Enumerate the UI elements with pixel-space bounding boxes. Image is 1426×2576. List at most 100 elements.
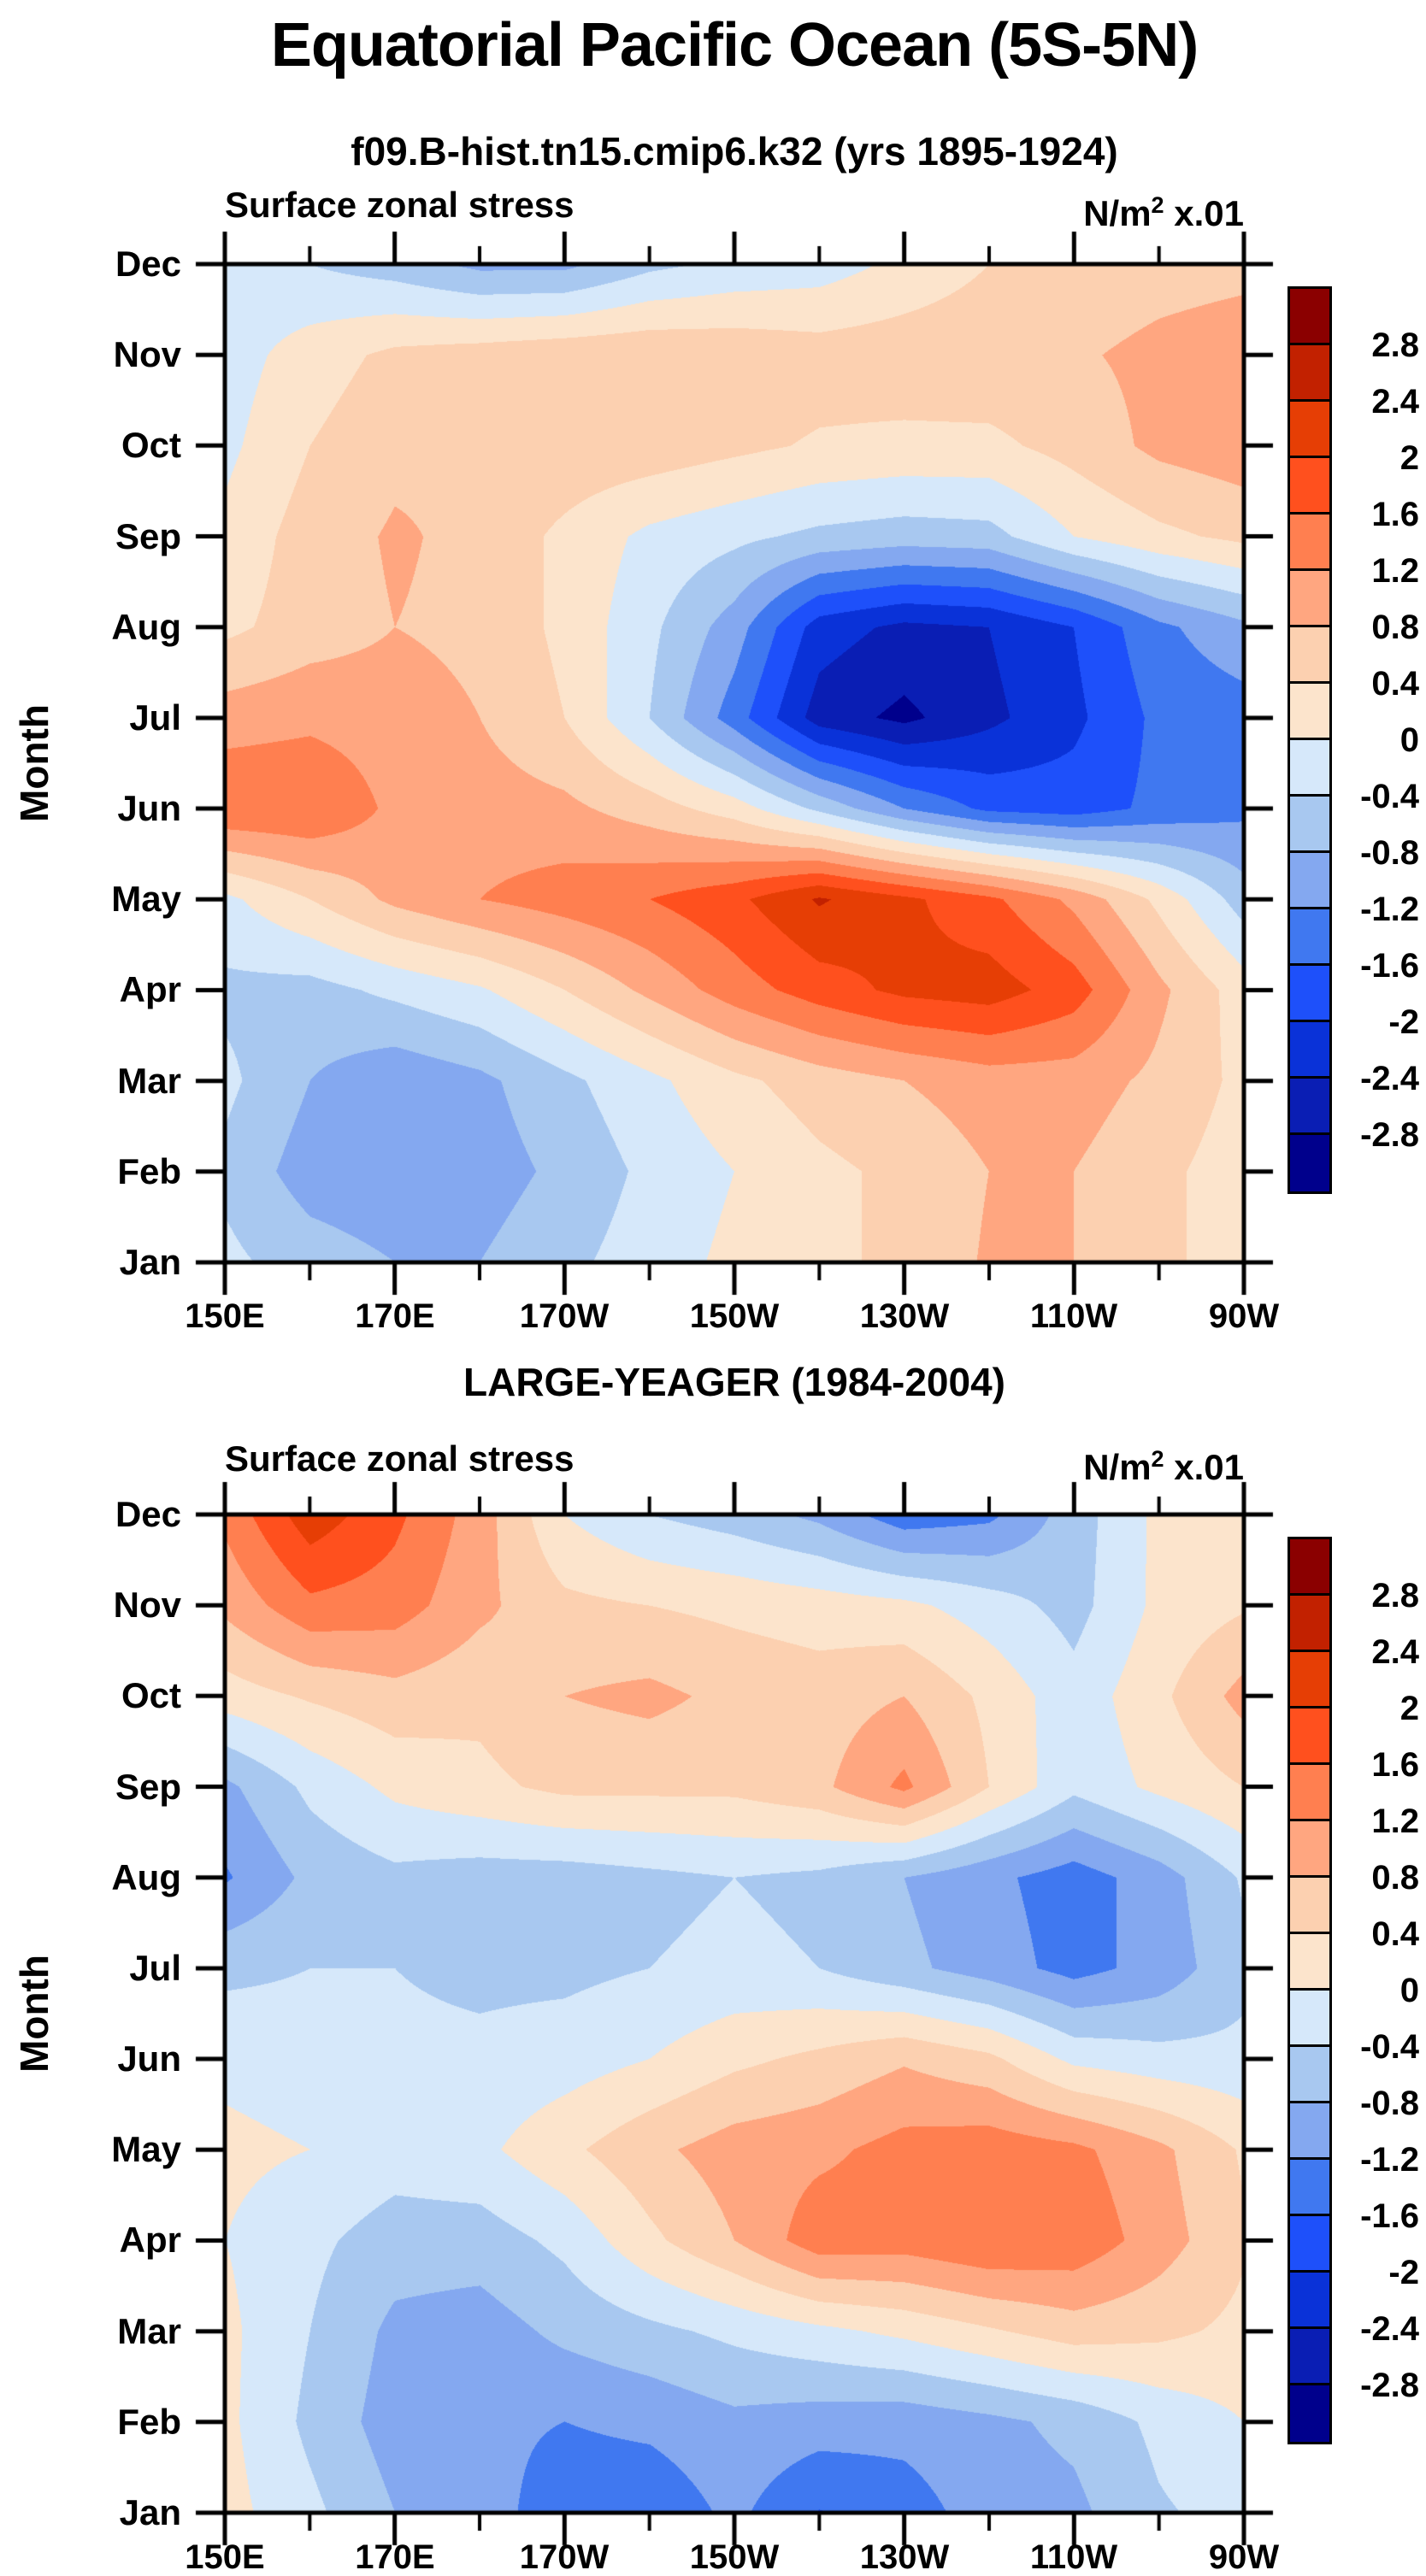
colorbar-tick-label: 0.4 [1371, 1915, 1419, 1953]
colorbar-cell [1290, 1709, 1329, 1765]
colorbar-tick-label: 2.8 [1371, 326, 1419, 364]
colorbar-cell [1290, 345, 1329, 402]
colorbar-tick-label: -2.4 [1360, 2310, 1419, 2348]
colorbar-tick-label: -0.8 [1360, 2085, 1419, 2122]
y-tick-label-feb: Feb [117, 1151, 181, 1191]
units-sup: 2 [1151, 192, 1164, 218]
y-tick-label-jan: Jan [119, 1242, 181, 1282]
colorbar-tick-label: 1.2 [1371, 1803, 1419, 1840]
colorbar-cell [1290, 2329, 1329, 2385]
colorbar-tick-label: 1.2 [1371, 552, 1419, 590]
colorbar-tick-label: -2.8 [1360, 1116, 1419, 1154]
y-tick-label-dec: Dec [115, 244, 181, 284]
colorbar-cell [1290, 1596, 1329, 1652]
colorbar-cell [1290, 1991, 1329, 2047]
colorbar-tick-label: 1.6 [1371, 496, 1419, 533]
colorbar-tick-label: 0.8 [1371, 1859, 1419, 1897]
y-tick-label-aug: Aug [111, 607, 181, 647]
x-tick-label-130w: 130W [859, 1297, 950, 1335]
colorbar-tick-label: -0.8 [1360, 834, 1419, 872]
x-tick-label-110w: 110W [1029, 1297, 1118, 1335]
colorbar-tick-label: -1.6 [1360, 2197, 1419, 2235]
x-tick-label-130w: 130W [859, 2538, 950, 2576]
page-title: Equatorial Pacific Ocean (5S-5N) [270, 11, 1199, 79]
y-tick-label-nov: Nov [113, 1585, 181, 1625]
colorbar-cell [1290, 966, 1329, 1022]
y-tick-label-jan: Jan [119, 2492, 181, 2532]
colorbar-tick-label: -2.8 [1360, 2367, 1419, 2404]
x-tick-label-170e: 170E [355, 1297, 435, 1335]
colorbar-cell [1290, 402, 1329, 458]
colorbar-tick-label: 2 [1399, 1690, 1419, 1727]
x-tick-label-90w: 90W [1208, 2538, 1280, 2576]
colorbar-cell [1290, 289, 1329, 345]
x-tick-label-170w: 170W [519, 1297, 610, 1335]
colorbar-tick-label: -2 [1388, 1003, 1419, 1041]
colorbar-tick-label: 2.4 [1371, 383, 1419, 421]
y-tick-label-jul: Jul [129, 697, 181, 738]
contour-plot-model [174, 213, 1295, 1314]
colorbar-tick-label: 0 [1399, 721, 1419, 759]
x-tick-label-170w: 170W [519, 2538, 610, 2576]
colorbar-tick-label: 0.8 [1371, 609, 1419, 646]
y-tick-label-sep: Sep [115, 1767, 181, 1807]
colorbar-cell [1290, 2273, 1329, 2329]
colorbar-tick-label: 2.8 [1371, 1577, 1419, 1614]
x-tick-label-150w: 150W [689, 1297, 780, 1335]
colorbar-tick-label: 0.4 [1371, 665, 1419, 703]
y-tick-label-sep: Sep [115, 516, 181, 556]
colorbar-tick-label: -2 [1388, 2254, 1419, 2291]
colorbar-tick-label: 1.6 [1371, 1746, 1419, 1784]
y-tick-label-aug: Aug [111, 1857, 181, 1897]
x-tick-label-170e: 170E [355, 2538, 435, 2576]
colorbar-tick-label: -1.2 [1360, 891, 1419, 928]
panel1-colorbar [1288, 286, 1332, 1194]
y-tick-label-may: May [111, 2129, 181, 2169]
y-tick-label-jul: Jul [129, 1948, 181, 1988]
y-tick-label-jun: Jun [117, 2038, 181, 2079]
colorbar-cell [1290, 458, 1329, 515]
colorbar-tick-label: 2 [1399, 439, 1419, 477]
colorbar-cell [1290, 684, 1329, 740]
colorbar-cell [1290, 1022, 1329, 1079]
y-tick-label-mar: Mar [117, 1061, 181, 1101]
panel2-subtitle: LARGE-YEAGER (1984-2004) [463, 1360, 1005, 1404]
y-tick-label-nov: Nov [113, 334, 181, 374]
colorbar-tick-label: 0 [1399, 1972, 1419, 2009]
y-tick-label-dec: Dec [115, 1494, 181, 1534]
panel2-colorbar [1288, 1537, 1332, 2444]
y-tick-label-apr: Apr [119, 2220, 181, 2260]
colorbar-tick-label: -0.4 [1360, 2028, 1419, 2066]
colorbar-cell [1290, 627, 1329, 684]
colorbar-cell [1290, 571, 1329, 627]
colorbar-cell [1290, 909, 1329, 966]
colorbar-cell [1290, 853, 1329, 909]
colorbar-cell [1290, 1878, 1329, 1934]
colorbar-cell [1290, 2216, 1329, 2273]
x-tick-label-150w: 150W [689, 2538, 780, 2576]
y-tick-label-mar: Mar [117, 2311, 181, 2351]
colorbar-cell [1290, 1821, 1329, 1878]
y-tick-label-may: May [111, 879, 181, 919]
y-tick-label-jun: Jun [117, 788, 181, 828]
contour-plot-large-yeager [174, 1463, 1295, 2564]
colorbar-cell [1290, 1652, 1329, 1709]
y-tick-label-feb: Feb [117, 2402, 181, 2442]
colorbar-cell [1290, 515, 1329, 571]
colorbar-cell [1290, 2385, 1329, 2442]
colorbar-cell [1290, 1934, 1329, 1991]
colorbar-cell [1290, 1539, 1329, 1596]
x-tick-label-150e: 150E [185, 2538, 265, 2576]
colorbar-cell [1290, 2047, 1329, 2103]
y-tick-label-oct: Oct [121, 425, 181, 465]
y-tick-label-oct: Oct [121, 1675, 181, 1715]
colorbar-cell [1290, 2160, 1329, 2216]
y-tick-label-apr: Apr [119, 969, 181, 1009]
colorbar-tick-label: 2.4 [1371, 1633, 1419, 1671]
colorbar-cell [1290, 1765, 1329, 1821]
colorbar-cell [1290, 740, 1329, 797]
colorbar-cell [1290, 2103, 1329, 2160]
colorbar-tick-label: -2.4 [1360, 1060, 1419, 1097]
colorbar-cell [1290, 797, 1329, 853]
colorbar-tick-label: -1.2 [1360, 2141, 1419, 2179]
